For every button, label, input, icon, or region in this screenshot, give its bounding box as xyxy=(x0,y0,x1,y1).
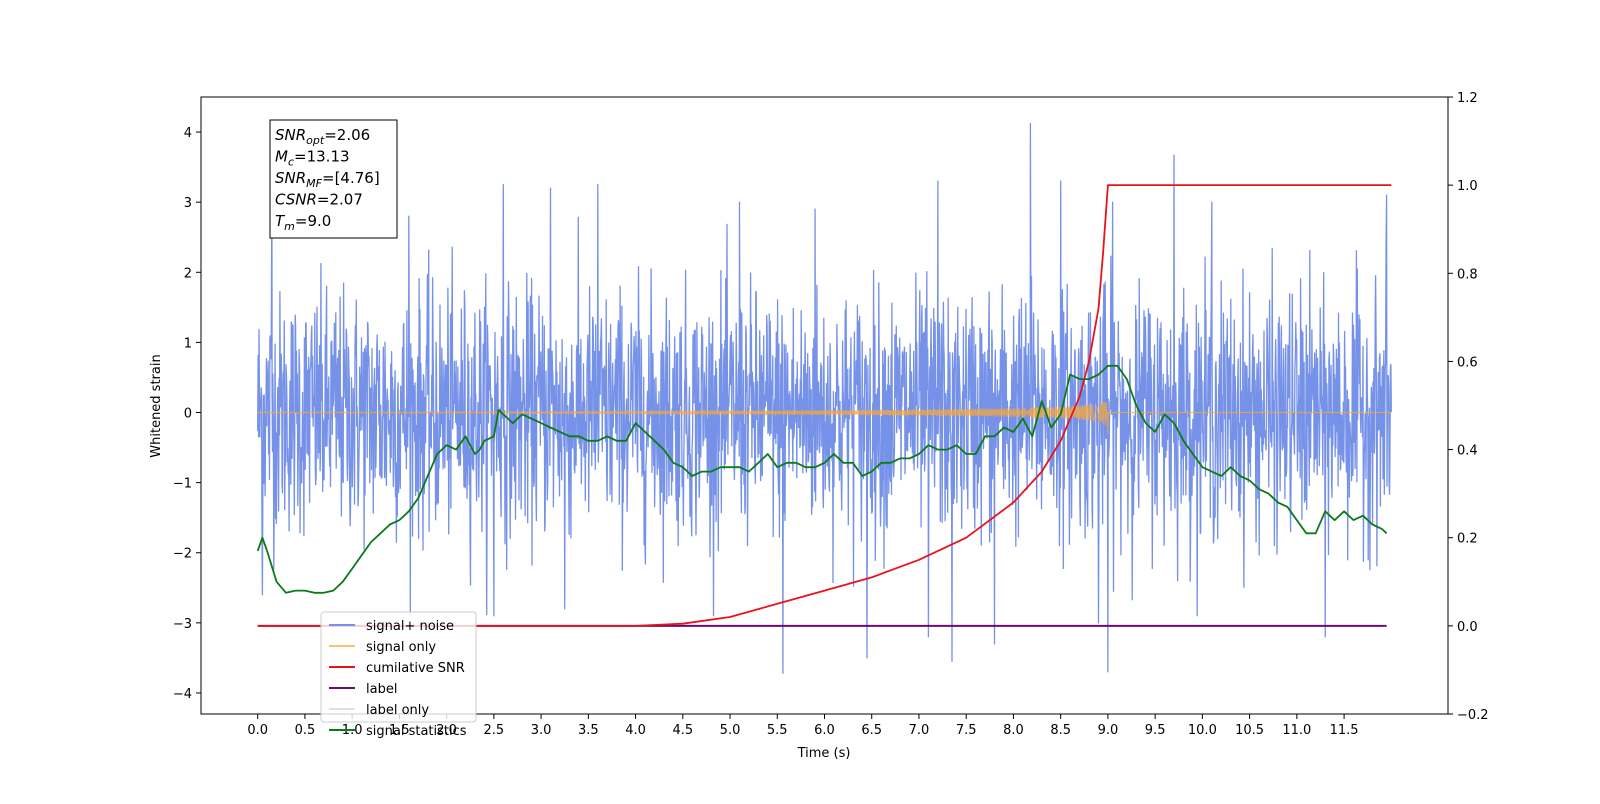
x-tick-label: 3.0 xyxy=(531,723,552,738)
y-right-tick-label: 1.0 xyxy=(1457,179,1478,194)
annotation-line: CSNR=2.07 xyxy=(275,191,363,209)
x-tick-label: 1.5 xyxy=(389,723,410,738)
y-left-tick-label: 4 xyxy=(184,126,192,141)
legend-label: cumilative SNR xyxy=(366,661,465,676)
y-left-tick-label: 1 xyxy=(184,336,192,351)
x-axis: 0.0 0.5 1.0 1.5 2.0 2.5 3.0 3.5 4.0 4.5 5.0 5.5 6.0 6… xyxy=(247,714,1359,738)
x-tick-label: 8.0 xyxy=(1003,723,1024,738)
x-tick-label: 0.5 xyxy=(295,723,316,738)
series-signal-statistics xyxy=(256,364,1388,594)
y-left-tick-label: 3 xyxy=(184,196,192,211)
legend-label: label only xyxy=(366,703,429,718)
annotation-box: SNRopt=2.06Mc=13.13SNRMF=[4.76]CSNR=2.07… xyxy=(269,119,398,239)
y-left-tick-label: 2 xyxy=(184,266,192,281)
legend-label: signal statistics xyxy=(366,724,467,739)
y-axis-right: 1.2 1.0 0.8 0.6 0.4 0.2 0.0 −0.2 xyxy=(1448,91,1489,723)
y-left-tick-label: −2 xyxy=(173,547,192,562)
x-tick-label: 2.0 xyxy=(436,723,457,738)
y-right-tick-label: 1.2 xyxy=(1457,91,1478,106)
x-tick-label: 7.0 xyxy=(909,723,930,738)
legend-frame xyxy=(320,611,477,723)
x-tick-label: 3.5 xyxy=(578,723,599,738)
series-layer xyxy=(256,122,1392,674)
series-signal-only xyxy=(257,401,1392,435)
x-tick-label: 6.0 xyxy=(814,723,835,738)
x-tick-label: 5.5 xyxy=(767,723,788,738)
x-tick-label: 11.5 xyxy=(1330,723,1359,738)
annotation-frame xyxy=(269,119,398,239)
x-tick-label: 9.5 xyxy=(1145,723,1166,738)
legend-label: signal+ noise xyxy=(366,619,454,634)
x-tick-label: 8.5 xyxy=(1050,723,1071,738)
legend-label: label xyxy=(366,682,397,697)
legend-label: signal only xyxy=(366,640,436,655)
x-tick-label: 10.0 xyxy=(1188,723,1217,738)
y-axis-label: Whitened strain xyxy=(149,354,164,457)
x-tick-label: 9.0 xyxy=(1098,723,1119,738)
x-tick-label: 0.0 xyxy=(247,723,268,738)
y-right-tick-label: 0.8 xyxy=(1457,267,1478,282)
annotation-line: Mc=13.13 xyxy=(275,148,350,169)
annotation-line: SNRopt=2.06 xyxy=(275,126,370,147)
y-right-tick-label: 0.2 xyxy=(1457,532,1478,547)
x-tick-label: 11.0 xyxy=(1282,723,1311,738)
x-tick-label: 2.5 xyxy=(484,723,505,738)
y-left-tick-label: −3 xyxy=(173,617,192,632)
x-axis-label: Time (s) xyxy=(797,746,851,761)
annotation-line: Tm=9.0 xyxy=(275,212,331,233)
y-axis-left: 4 3 2 1 0 −1 −2 −3 −4 xyxy=(173,126,201,702)
y-left-tick-label: −4 xyxy=(173,687,192,702)
y-left-tick-label: −1 xyxy=(173,477,192,492)
x-tick-label: 4.0 xyxy=(625,723,646,738)
series-cumulative-snr xyxy=(257,184,1392,627)
x-tick-label: 5.0 xyxy=(720,723,741,738)
series-signal-noise xyxy=(257,122,1392,674)
y-right-tick-label: −0.2 xyxy=(1457,708,1489,723)
legend: signal+ noise signal only cumilative SNR la… xyxy=(320,611,477,739)
x-tick-label: 6.5 xyxy=(861,723,882,738)
x-tick-label: 4.5 xyxy=(672,723,693,738)
y-right-tick-label: 0.6 xyxy=(1457,355,1478,370)
x-tick-label: 7.5 xyxy=(956,723,977,738)
y-right-tick-label: 0.4 xyxy=(1457,444,1478,459)
y-right-tick-label: 0.0 xyxy=(1457,620,1478,635)
x-tick-label: 10.5 xyxy=(1235,723,1264,738)
y-left-tick-label: 0 xyxy=(184,407,192,422)
annotation-line: SNRMF=[4.76] xyxy=(275,169,380,190)
